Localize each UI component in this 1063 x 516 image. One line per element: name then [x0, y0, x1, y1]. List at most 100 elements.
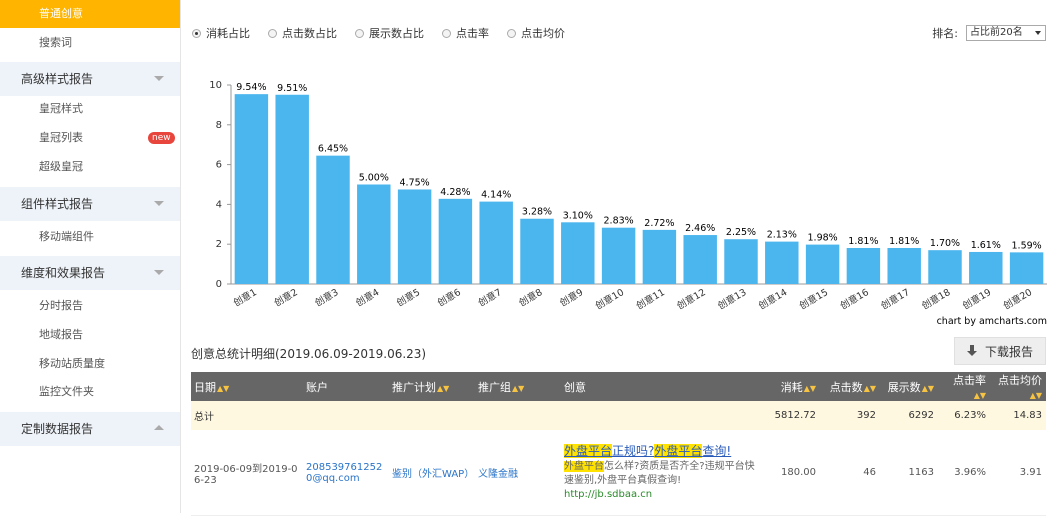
col-date[interactable]: 日期▲▼ — [191, 372, 303, 401]
creative-title-link[interactable]: 外盘平台正规吗?外盘平台查询! — [564, 444, 732, 458]
sort-select-value: 占比前20名 — [970, 27, 1023, 38]
bar-11 — [642, 229, 677, 284]
sidebar-item-label: 皇冠样式 — [39, 102, 83, 116]
bar-10 — [601, 227, 636, 284]
bar-9 — [561, 222, 595, 284]
sidebar-item-label: 地域报告 — [39, 327, 83, 341]
sidebar-section-6[interactable]: 组件样式报告 — [0, 186, 180, 221]
metric-option-3[interactable]: 点击率 — [442, 25, 489, 41]
metric-option-label: 消耗占比 — [206, 27, 250, 40]
download-report-label: 下载报告 — [984, 344, 1033, 359]
data-label: 9.54% — [236, 82, 266, 93]
main-panel: 消耗占比 点击数占比 展示数占比 点击率 点击均价 排名: 占比前20名 0 2 4 6 8 10… — [181, 0, 1063, 516]
row-cpc: 3.91 — [990, 430, 1046, 516]
sort-control: 排名: 占比前20名 — [932, 25, 1046, 41]
bar-17 — [887, 247, 921, 284]
x-tick-label: 创意19 — [960, 286, 993, 312]
x-tick-label: 创意14 — [756, 286, 789, 312]
table-header-row: 日期▲▼ 账户 推广计划▲▼ 推广组▲▼ 创意 消耗▲▼ 点击数▲▼ 展示数▲▼… — [191, 372, 1046, 401]
sidebar-section-13[interactable]: 定制数据报告 — [0, 412, 180, 446]
data-label: 1.81% — [889, 236, 919, 247]
sidebar-item-label: 移动端组件 — [39, 229, 94, 243]
x-tick-label: 创意1 — [231, 286, 259, 309]
row-ctr: 3.96% — [938, 430, 990, 516]
col-plan[interactable]: 推广计划▲▼ — [389, 372, 475, 401]
bar-1 — [234, 94, 269, 285]
metric-option-1[interactable]: 点击数占比 — [268, 25, 337, 41]
download-report-button[interactable]: 下载报告 — [954, 337, 1046, 365]
x-tick-label: 创意12 — [675, 286, 708, 312]
x-tick-label: 创意11 — [634, 286, 667, 312]
data-label: 1.59% — [1012, 240, 1042, 251]
row-account-link[interactable]: 2085397612520@qq.com — [303, 430, 389, 516]
x-tick-label: 创意13 — [716, 286, 749, 312]
sidebar-section-2[interactable]: 高级样式报告 — [0, 62, 180, 97]
x-tick-label: 创意3 — [313, 286, 341, 309]
col-impressions[interactable]: 展示数▲▼ — [880, 372, 938, 401]
sidebar: 普通创意 搜索词高级样式报告皇冠样式皇冠列表 new 超级皇冠组件样式报告移动端组件维… — [0, 0, 181, 513]
bar-4 — [357, 184, 391, 284]
chevron-down-icon — [154, 76, 164, 82]
sidebar-item-label: 高级样式报告 — [21, 72, 94, 87]
stats-table: 日期▲▼ 账户 推广计划▲▼ 推广组▲▼ 创意 消耗▲▼ 点击数▲▼ 展示数▲▼… — [191, 372, 1046, 516]
sidebar-item-7[interactable]: 移动端组件 — [0, 223, 180, 251]
col-cost[interactable]: 消耗▲▼ — [763, 372, 820, 401]
download-icon — [966, 345, 977, 356]
sidebar-item-label: 维度和效果报告 — [21, 266, 106, 281]
col-account: 账户 — [303, 372, 389, 401]
metric-option-label: 点击均价 — [521, 27, 565, 40]
data-label: 5.00% — [359, 173, 389, 184]
sort-select[interactable]: 占比前20名 — [966, 25, 1046, 41]
bar-19 — [969, 251, 1003, 284]
metric-option-0[interactable]: 消耗占比 — [192, 25, 250, 41]
sidebar-item-4[interactable]: 皇冠列表 new — [0, 124, 180, 152]
sidebar-item-5[interactable]: 超级皇冠 — [0, 153, 180, 181]
sidebar-item-0[interactable]: 普通创意 — [0, 0, 180, 28]
col-clicks[interactable]: 点击数▲▼ — [820, 372, 880, 401]
col-cpc[interactable]: 点击均价▲▼ — [990, 372, 1046, 401]
x-tick-label: 创意15 — [797, 286, 830, 312]
bar-chart: 0 2 4 6 8 10 9.54% 创意1 9.51% 创意2 6.45% 创意3 5.00% 创意4 4… — [209, 80, 1047, 327]
col-group[interactable]: 推广组▲▼ — [475, 372, 561, 401]
data-label: 1.98% — [808, 233, 838, 244]
bar-2 — [275, 94, 309, 284]
bar-18 — [928, 250, 962, 284]
data-label: 2.72% — [644, 218, 674, 229]
sidebar-item-label: 皇冠列表 — [39, 131, 83, 145]
x-tick-label: 创意10 — [593, 286, 626, 312]
bar-12 — [683, 235, 717, 284]
sort-icon: ▲▼ — [863, 383, 876, 393]
data-label: 2.13% — [767, 230, 797, 241]
total-label: 总计 — [191, 401, 303, 430]
data-label: 1.70% — [930, 238, 960, 249]
sidebar-item-label: 分时报告 — [39, 299, 83, 313]
sidebar-item-10[interactable]: 地域报告 — [0, 321, 180, 349]
sidebar-item-label: 监控文件夹 — [39, 385, 94, 399]
section-title: 创意总统计明细(2019.06.09-2019.06.23) — [191, 347, 427, 361]
sidebar-item-1[interactable]: 搜索词 — [0, 29, 180, 57]
row-group-link[interactable]: 义隆金融 — [475, 430, 561, 516]
sidebar-item-9[interactable]: 分时报告 — [0, 292, 180, 320]
sort-icon: ▲▼ — [973, 391, 986, 400]
sidebar-section-8[interactable]: 维度和效果报告 — [0, 256, 180, 291]
x-tick-label: 创意6 — [435, 286, 463, 309]
col-ctr[interactable]: 点击率▲▼ — [938, 372, 990, 401]
metric-option-label: 点击率 — [456, 27, 489, 40]
data-label: 1.81% — [848, 236, 878, 247]
sidebar-item-11[interactable]: 移动站质量度 — [0, 350, 180, 378]
radio-icon — [192, 28, 201, 38]
data-label: 4.14% — [481, 190, 511, 201]
radio-icon — [442, 28, 451, 38]
total-cost: 5812.72 — [763, 401, 820, 430]
data-label: 4.75% — [400, 177, 430, 188]
metric-option-4[interactable]: 点击均价 — [507, 25, 565, 41]
sidebar-item-label: 定制数据报告 — [21, 422, 94, 436]
x-tick-label: 创意17 — [879, 286, 912, 312]
metric-radio-group: 消耗占比 点击数占比 展示数占比 点击率 点击均价 — [192, 25, 583, 41]
row-plan-link[interactable]: 鉴别（外汇WAP） — [389, 430, 475, 516]
metric-option-2[interactable]: 展示数占比 — [355, 25, 424, 41]
data-label: 2.83% — [604, 216, 634, 227]
sidebar-item-12[interactable]: 监控文件夹 — [0, 378, 180, 406]
bar-5 — [397, 189, 432, 284]
sidebar-item-3[interactable]: 皇冠样式 — [0, 95, 180, 123]
